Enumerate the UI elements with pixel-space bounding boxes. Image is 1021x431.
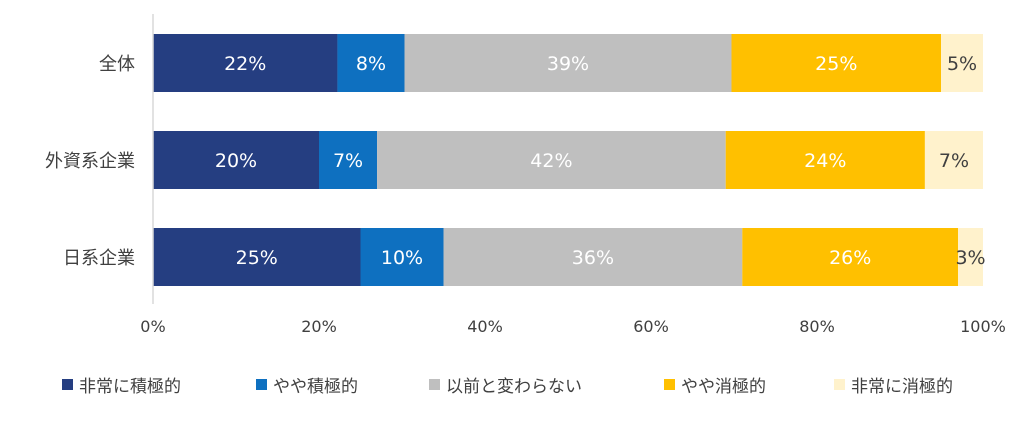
x-tick-label: 80% (799, 317, 835, 336)
data-label: 22% (224, 53, 266, 75)
legend-item: やや消極的 (664, 368, 766, 400)
data-label: 20% (215, 150, 257, 172)
legend-label: やや消極的 (681, 376, 766, 397)
bar-segment (742, 228, 959, 286)
legend-swatch (62, 378, 73, 390)
legend-label: 非常に積極的 (79, 376, 181, 397)
data-label: 10% (381, 247, 423, 269)
bar-segment (319, 131, 378, 189)
legend-label: やや積極的 (273, 376, 358, 397)
data-label: 7% (939, 150, 969, 172)
data-label: 36% (572, 247, 614, 269)
data-label: 3% (955, 247, 985, 269)
bar-segment (941, 34, 983, 92)
data-label: 25% (815, 53, 857, 75)
x-tick-label: 40% (467, 317, 503, 336)
bar-segment (731, 34, 942, 92)
data-label: 7% (333, 150, 363, 172)
bar-segment (924, 131, 983, 189)
legend-swatch (429, 378, 440, 390)
data-label: 5% (947, 53, 977, 75)
data-label: 25% (236, 247, 278, 269)
bar-segment (153, 34, 338, 92)
legend-label: 非常に消極的 (851, 376, 953, 397)
legend-item: やや積極的 (256, 368, 358, 400)
chart-plot: 22% 8% 39% 25% 5% 全体 20% 7% 42% 24% 7% 外資系企業 25% 10% 3… (45, 14, 1006, 336)
category-label: 外資系企業 (45, 151, 135, 172)
chart-legend: 非常に積極的 やや積極的 以前と変わらない やや消極的 非常に消極的 (0, 368, 1021, 400)
bar-segment (443, 228, 743, 286)
legend-label: 以前と変わらない (446, 376, 582, 397)
legend-swatch (664, 378, 675, 390)
legend-item: 以前と変わらない (429, 368, 582, 400)
bar-segment (725, 131, 925, 189)
x-tick-label: 20% (301, 317, 337, 336)
legend-item: 非常に積極的 (62, 368, 181, 400)
bar-segment (153, 228, 361, 286)
category-label: 全体 (99, 54, 135, 75)
bar-segment (958, 228, 983, 286)
x-tick-label: 100% (960, 317, 1006, 336)
data-label: 39% (547, 53, 589, 75)
category-label: 日系企業 (63, 248, 135, 269)
legend-swatch (256, 378, 267, 390)
data-label: 8% (356, 53, 386, 75)
data-label: 24% (804, 150, 846, 172)
data-label: 26% (829, 247, 871, 269)
bar-segment (404, 34, 732, 92)
x-tick-label: 60% (633, 317, 669, 336)
bar-segment (377, 131, 726, 189)
data-label: 42% (530, 150, 572, 172)
bar-segment (360, 228, 444, 286)
bar-segment (153, 131, 319, 189)
bar-segment (337, 34, 405, 92)
legend-item: 非常に消極的 (834, 368, 953, 400)
legend-swatch (834, 378, 845, 390)
x-tick-label: 0% (140, 317, 165, 336)
